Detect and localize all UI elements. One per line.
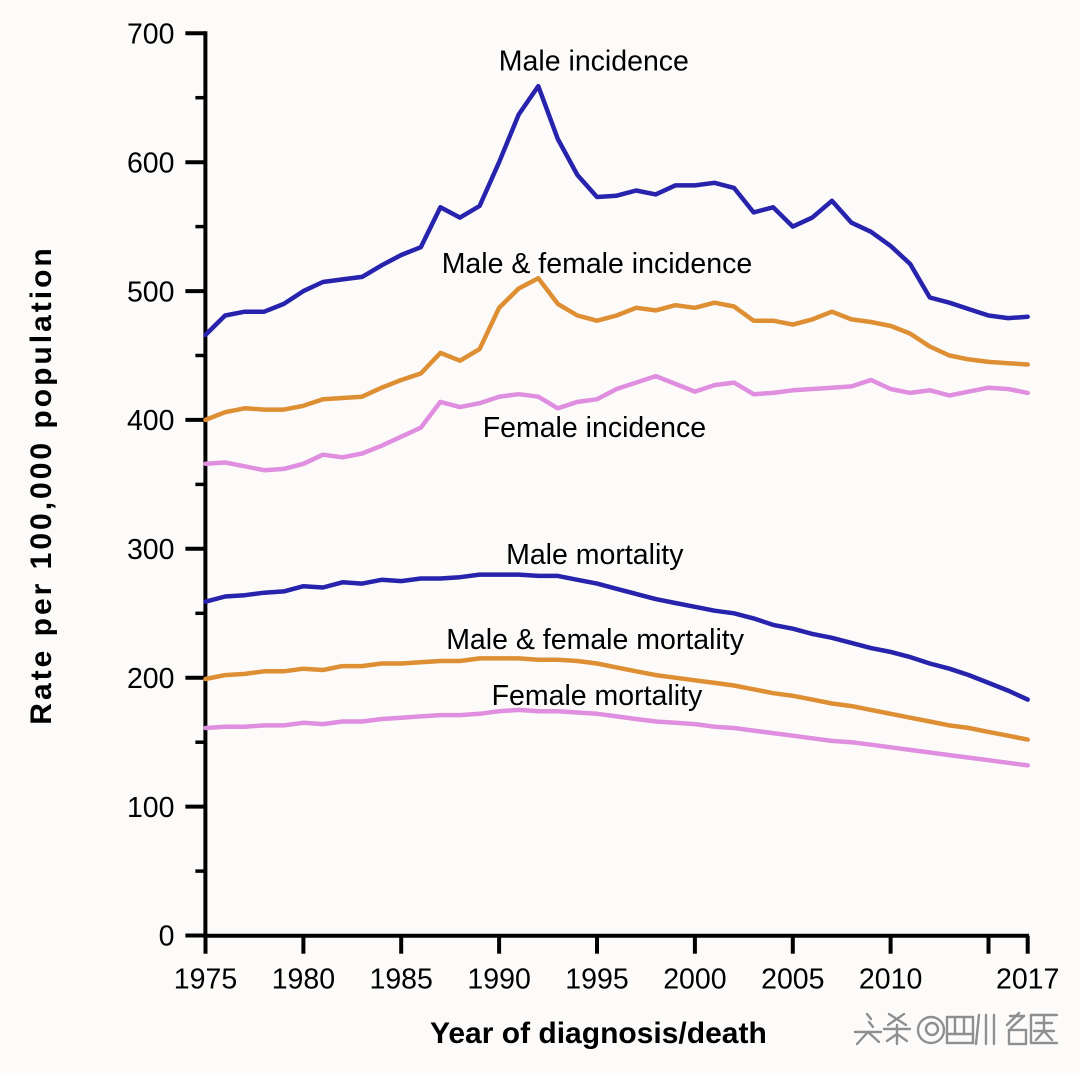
svg-text:600: 600 (127, 147, 175, 179)
svg-text:2005: 2005 (761, 964, 824, 996)
svg-text:Male & female mortality: Male & female mortality (446, 624, 745, 656)
svg-text:400: 400 (127, 405, 175, 437)
svg-text:Year of diagnosis/death: Year of diagnosis/death (430, 1017, 767, 1050)
svg-text:1995: 1995 (565, 964, 628, 996)
svg-text:1990: 1990 (467, 964, 530, 996)
svg-text:Male & female incidence: Male & female incidence (442, 248, 753, 280)
svg-text:300: 300 (127, 534, 175, 566)
svg-text:500: 500 (127, 276, 175, 308)
svg-text:Rate per 100,000 population: Rate per 100,000 population (25, 245, 58, 724)
svg-text:0: 0 (159, 921, 175, 953)
svg-text:1985: 1985 (369, 964, 432, 996)
svg-text:700: 700 (127, 19, 175, 51)
svg-text:1980: 1980 (272, 964, 335, 996)
svg-text:Female incidence: Female incidence (483, 412, 706, 444)
svg-text:2010: 2010 (859, 964, 922, 996)
svg-text:200: 200 (127, 663, 175, 695)
svg-text:Male mortality: Male mortality (506, 539, 684, 571)
svg-text:2017: 2017 (996, 964, 1059, 996)
svg-text:Female mortality: Female mortality (492, 680, 703, 712)
svg-text:Male incidence: Male incidence (499, 46, 689, 78)
svg-text:1975: 1975 (174, 964, 237, 996)
svg-text:100: 100 (127, 792, 175, 824)
svg-text:2000: 2000 (663, 964, 726, 996)
